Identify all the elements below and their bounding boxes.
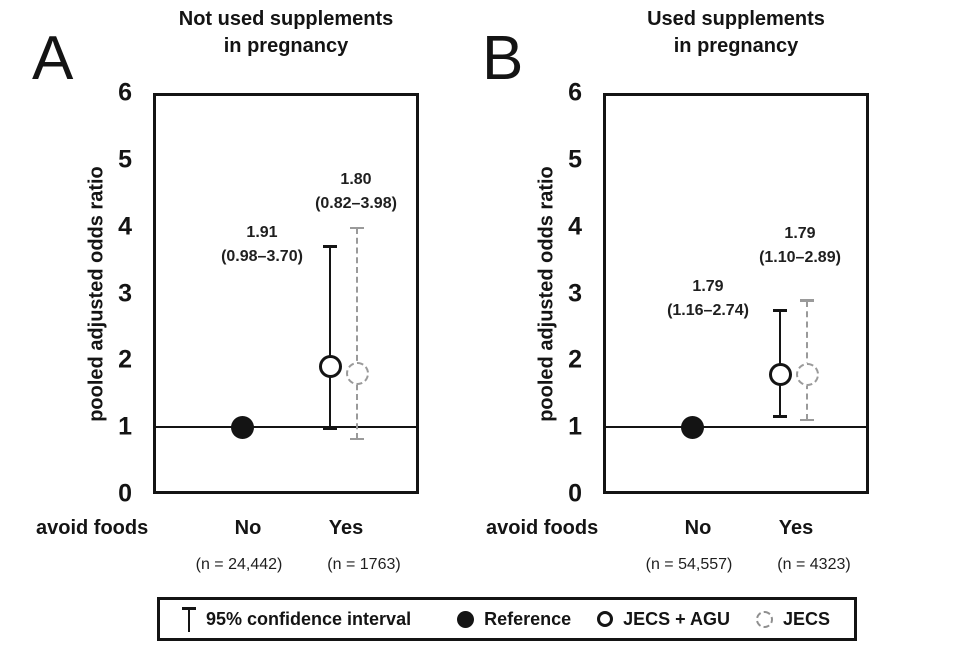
plot-area: 1.79 (1.16–2.74) 1.79 (1.10–2.89) xyxy=(603,93,869,494)
marker-reference xyxy=(680,415,704,439)
y-tick-5: 5 xyxy=(118,145,132,174)
y-tick-1: 1 xyxy=(568,412,582,441)
reference-line xyxy=(606,425,866,429)
legend-ci-label: 95% confidence interval xyxy=(206,608,412,629)
category-label-yes: Yes xyxy=(328,517,364,539)
y-axis-tick-labels: 0 1 2 3 4 5 6 xyxy=(544,80,582,506)
y-tick-3: 3 xyxy=(118,279,132,307)
y-tick-6: 6 xyxy=(568,78,582,107)
ci-jecs-upper-cap xyxy=(800,299,814,302)
reference-line xyxy=(156,425,416,429)
annotation-or-value: 1.80 xyxy=(340,171,372,188)
y-tick-1: 1 xyxy=(118,412,132,441)
annotation-or-value: 1.79 xyxy=(784,225,816,242)
x-row-label: avoid foods xyxy=(36,517,149,539)
panel-b-title-line1: Used supplements xyxy=(647,8,825,30)
panel-a-title-line2: in pregnancy xyxy=(223,35,349,57)
y-tick-2: 2 xyxy=(568,345,582,374)
category-label-yes: Yes xyxy=(778,517,814,539)
ci-jecs-lower-cap xyxy=(800,418,814,422)
legend-jecs-agu-label: JECS + AGU xyxy=(623,608,730,629)
ci-jecs-agu-lower-cap xyxy=(773,414,787,418)
n-label-yes: (n = 4323) xyxy=(777,556,851,573)
ci-jecs-agu-upper-cap xyxy=(323,245,337,249)
x-row-label: avoid foods xyxy=(486,517,599,539)
plot-area: 1.91 (0.98–3.70) 1.80 (0.82–3.98) xyxy=(153,93,419,494)
n-label-no: (n = 54,557) xyxy=(645,556,733,573)
y-tick-2: 2 xyxy=(118,345,132,374)
annotation-jecs: 1.80 (0.82–3.98) xyxy=(315,168,397,216)
legend-jecs-label: JECS xyxy=(783,608,831,629)
ci-jecs-lower-cap xyxy=(350,437,364,441)
open-circle-icon xyxy=(597,611,614,627)
y-tick-0: 0 xyxy=(118,479,132,508)
n-label-no: (n = 24,442) xyxy=(195,556,283,573)
panel-a-title: Not used supplements in pregnancy xyxy=(153,6,419,60)
annotation-or-value: 1.79 xyxy=(692,278,724,295)
legend-item-jecs-agu: JECS + AGU xyxy=(597,609,730,630)
panel-letter-b: B xyxy=(482,24,524,93)
marker-jecs xyxy=(345,362,369,386)
annotation-ci-value: (0.82–3.98) xyxy=(315,195,397,212)
legend-item-jecs: JECS xyxy=(756,609,830,630)
panel-b-title: Used supplements in pregnancy xyxy=(603,6,869,60)
panel-letter-a: A xyxy=(32,24,74,93)
marker-jecs-agu xyxy=(768,362,792,386)
category-label-no: No xyxy=(234,517,262,539)
ci-jecs-upper-cap xyxy=(350,226,364,229)
annotation-ci-value: (1.16–2.74) xyxy=(667,302,749,319)
y-tick-5: 5 xyxy=(568,145,582,174)
panel-b-title-line2: in pregnancy xyxy=(673,35,799,57)
panel-a-title-line1: Not used supplements xyxy=(178,8,394,30)
n-label-yes: (n = 1763) xyxy=(327,556,401,573)
legend-item-ci: 95% confidence interval xyxy=(182,606,412,632)
legend: 95% confidence interval Reference JECS +… xyxy=(157,597,857,641)
annotation-jecs-agu: 1.79 (1.16–2.74) xyxy=(667,275,749,323)
annotation-jecs-agu: 1.91 (0.98–3.70) xyxy=(221,221,303,269)
marker-reference xyxy=(230,415,254,439)
ci-whisker-icon xyxy=(182,606,196,632)
legend-item-reference: Reference xyxy=(457,609,571,630)
ci-jecs-agu xyxy=(328,246,331,429)
category-label-no: No xyxy=(684,517,712,539)
annotation-or-value: 1.91 xyxy=(246,224,278,241)
annotation-ci-value: (1.10–2.89) xyxy=(759,249,841,266)
marker-jecs xyxy=(795,362,819,386)
ci-jecs-agu-upper-cap xyxy=(773,309,787,313)
ci-jecs xyxy=(805,300,808,421)
y-tick-4: 4 xyxy=(568,212,582,241)
panel-a: A Not used supplements in pregnancy pool… xyxy=(0,0,489,595)
legend-reference-label: Reference xyxy=(484,608,572,629)
annotation-ci-value: (0.98–3.70) xyxy=(221,248,303,265)
y-tick-4: 4 xyxy=(118,212,132,241)
panel-b: B Used supplements in pregnancy pooled a… xyxy=(450,0,939,595)
ci-jecs-agu-lower-cap xyxy=(323,427,337,430)
filled-circle-icon xyxy=(457,610,475,628)
y-tick-6: 6 xyxy=(118,78,132,107)
y-tick-3: 3 xyxy=(568,279,582,307)
marker-jecs-agu xyxy=(318,354,342,378)
ci-jecs xyxy=(355,228,358,440)
dashed-circle-icon xyxy=(756,610,773,628)
y-tick-0: 0 xyxy=(568,479,582,508)
y-axis-tick-labels: 0 1 2 3 4 5 6 xyxy=(94,80,132,506)
annotation-jecs: 1.79 (1.10–2.89) xyxy=(759,222,841,270)
